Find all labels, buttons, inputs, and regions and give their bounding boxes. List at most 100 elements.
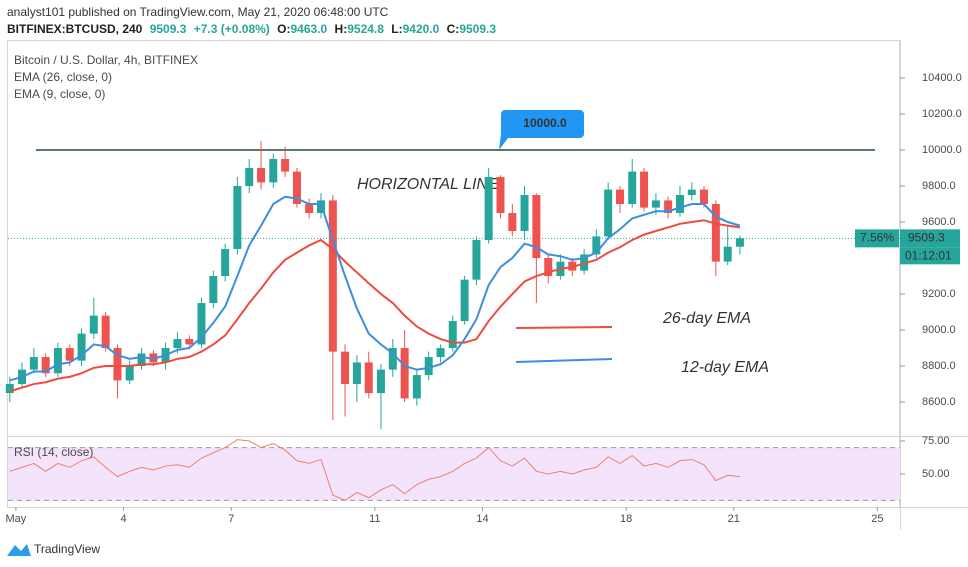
ema-line bbox=[9, 195, 741, 382]
candle-body bbox=[53, 348, 62, 374]
y-tick-label: 10000.0 bbox=[922, 144, 962, 156]
candle-body bbox=[735, 238, 744, 247]
candle-body bbox=[472, 240, 481, 280]
y-tick-label: 10200.0 bbox=[922, 108, 962, 120]
legend-entry: EMA (9, close, 0) bbox=[14, 87, 105, 101]
countdown-label: 01:12:01 bbox=[905, 249, 952, 263]
ohlc-label: H: bbox=[335, 22, 348, 36]
change-badge-label: 7.56% bbox=[860, 231, 894, 245]
symbol: BITFINEX:BTCUSD, 240 bbox=[7, 22, 143, 36]
candle-body bbox=[113, 348, 122, 381]
candle-body bbox=[173, 339, 182, 349]
candle-body bbox=[448, 321, 457, 349]
candle-body bbox=[723, 246, 732, 262]
x-tick-label: 7 bbox=[228, 513, 234, 525]
ohlc-value: 9463.0 bbox=[291, 22, 328, 36]
annotation: HORIZONTAL LINE bbox=[357, 176, 499, 193]
candle-body bbox=[436, 348, 445, 358]
candle-body bbox=[101, 315, 110, 349]
callout-label: 10000.0 bbox=[523, 116, 567, 130]
candle-body bbox=[675, 195, 684, 214]
candle-body bbox=[424, 357, 433, 376]
candle-body bbox=[89, 315, 98, 334]
candle-body bbox=[29, 357, 38, 370]
candle-body bbox=[185, 339, 194, 345]
rsi-label: RSI (14, close) bbox=[14, 445, 93, 459]
logo-icon bbox=[7, 544, 31, 556]
change-badge bbox=[855, 229, 899, 248]
candle-body bbox=[496, 177, 505, 214]
ohlc-label: L: bbox=[391, 22, 402, 36]
candle-body bbox=[65, 348, 74, 361]
candle-body bbox=[651, 200, 660, 208]
candle-body bbox=[664, 200, 673, 214]
annotation: 12-day EMA bbox=[681, 359, 769, 376]
candle-body bbox=[592, 236, 601, 255]
candle-body bbox=[209, 276, 218, 304]
ohlc-value: 9509.3 bbox=[459, 22, 496, 36]
x-tick-label: 21 bbox=[728, 513, 740, 525]
candle-body bbox=[508, 213, 517, 232]
candle-body bbox=[257, 168, 266, 183]
x-tick-label: 14 bbox=[476, 513, 488, 525]
rsi-band bbox=[8, 447, 900, 501]
callout-box bbox=[499, 110, 584, 151]
x-tick-label: May bbox=[6, 513, 27, 525]
candle-body bbox=[292, 171, 301, 205]
candle-body bbox=[616, 189, 625, 205]
price-badge-label: 9509.3 bbox=[908, 231, 945, 245]
candle-body bbox=[233, 186, 242, 250]
candle-body bbox=[640, 171, 649, 208]
ohlc-label: C: bbox=[447, 22, 460, 36]
y-tick-label: 8600.0 bbox=[922, 396, 956, 408]
candle-body bbox=[400, 348, 409, 399]
y-tick-label: 10400.0 bbox=[922, 72, 962, 84]
candle-body bbox=[700, 189, 709, 205]
footer-logo: TradingView bbox=[7, 542, 100, 556]
y-tick-label: 9800.0 bbox=[922, 180, 956, 192]
candle-body bbox=[245, 168, 254, 187]
candle-body bbox=[77, 333, 86, 361]
candle-body bbox=[137, 353, 146, 367]
candle-body bbox=[604, 189, 613, 237]
x-tick-label: 25 bbox=[871, 513, 883, 525]
candle-body bbox=[544, 258, 553, 277]
price-badge bbox=[900, 229, 960, 248]
price: 9509.3 bbox=[150, 22, 187, 36]
candle-body bbox=[197, 303, 206, 345]
callout: 10000.0 bbox=[499, 110, 584, 151]
legend-title: Bitcoin / U.S. Dollar, 4h, BITFINEX bbox=[14, 53, 198, 67]
candle-body bbox=[364, 362, 373, 394]
candle-body bbox=[388, 348, 397, 370]
candle-body bbox=[687, 189, 696, 196]
candle-body bbox=[352, 362, 361, 385]
candle-body bbox=[5, 384, 14, 394]
candle-body bbox=[221, 249, 230, 277]
candle-body bbox=[628, 171, 637, 205]
candle-body bbox=[711, 204, 720, 262]
pane-frame bbox=[7, 40, 900, 508]
rsi-tick-label: 50.00 bbox=[922, 468, 950, 480]
candle-body bbox=[412, 375, 421, 399]
logo-text: TradingView bbox=[34, 542, 100, 556]
ohlc-label: O: bbox=[277, 22, 290, 36]
candle-body bbox=[520, 195, 529, 232]
rsi-tick-label: 75.00 bbox=[922, 435, 950, 447]
legend-entry: EMA (26, close, 0) bbox=[14, 70, 112, 84]
ohlc-value: 9420.0 bbox=[403, 22, 440, 36]
rsi-line bbox=[9, 439, 740, 501]
x-tick-label: 4 bbox=[121, 513, 127, 525]
y-tick-label: 9600.0 bbox=[922, 216, 956, 228]
candle-body bbox=[460, 279, 469, 322]
candle-body bbox=[328, 200, 337, 352]
ohlc-value: 9524.8 bbox=[347, 22, 384, 36]
y-tick-label: 8800.0 bbox=[922, 360, 956, 372]
candle-body bbox=[305, 204, 314, 214]
y-tick-label: 9200.0 bbox=[922, 288, 956, 300]
x-tick-label: 18 bbox=[620, 513, 632, 525]
candle-body bbox=[269, 159, 278, 183]
author-line: analyst101 published on TradingView.com,… bbox=[7, 5, 389, 19]
candle-body bbox=[484, 177, 493, 241]
annotation-segment bbox=[515, 326, 613, 329]
